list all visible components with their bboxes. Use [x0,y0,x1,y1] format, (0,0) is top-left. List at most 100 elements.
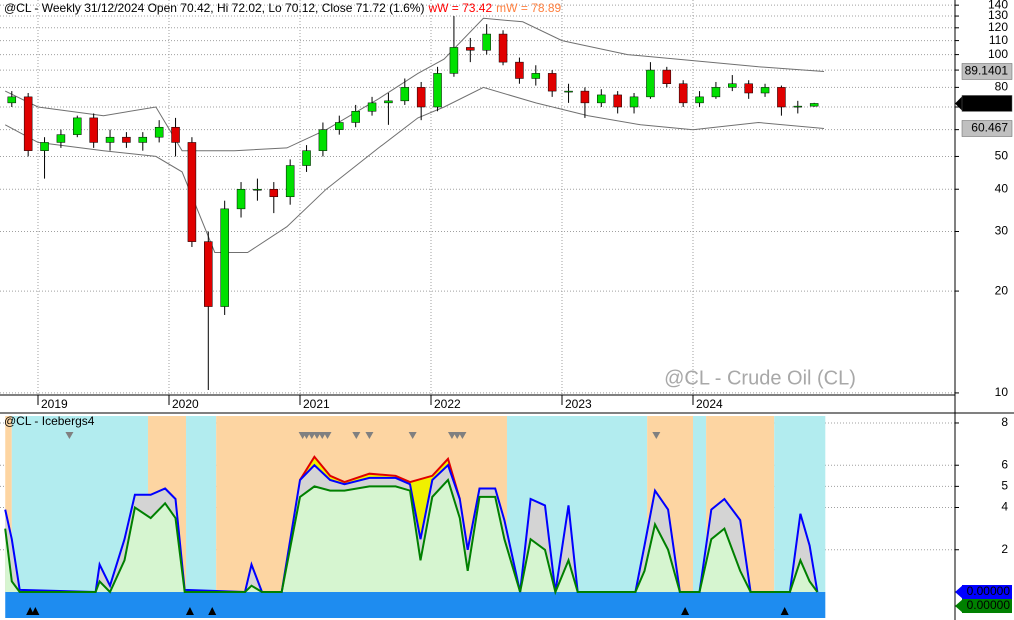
y-tick-label: 20 [995,283,1009,297]
indicator-last-value: 0.00000 [967,584,1011,598]
x-tick-label: 2020 [172,397,199,411]
zero-band [5,592,826,618]
indicator-area [5,480,818,593]
last-price-pointer [955,95,963,112]
last-price: 71.72 [978,96,1008,110]
candle-body [138,136,148,143]
watermark: @CL - Crude Oil (CL) [664,367,856,389]
candle-body [580,90,590,104]
candle-body [728,83,737,88]
annotation: wW = 73.42 [427,1,492,15]
down-marker [352,432,361,439]
down-marker [302,432,311,439]
y-tick-label: 120 [988,20,1008,34]
candle-body [646,69,655,98]
candle-body [498,33,508,63]
title-text: @CL - Weekly 31/12/2024 Open 70.42, Hi 7… [4,1,424,15]
candle-body [318,129,328,151]
candle-body [335,122,344,130]
candle-body [285,165,295,198]
candle-body [302,150,311,166]
down-marker [65,432,74,439]
candle-body [400,87,410,102]
candle-body [154,126,164,138]
panel-title: @CL - Icebergs4 [4,414,95,428]
y-tick-label: 2 [1001,542,1008,556]
candle-body [187,142,197,242]
y-tick-label: 40 [995,181,1009,195]
candle-body [171,126,180,143]
candle-body [613,94,622,108]
x-tick-label: 2019 [41,397,68,411]
indicator-last-box [962,599,1012,614]
signal-region [186,416,217,593]
down-marker [318,432,327,439]
y-tick-label: 30 [995,224,1009,238]
y-tick-label: 80 [995,80,1009,94]
x-tick-label: 2022 [434,397,461,411]
candle-body [777,87,786,108]
down-marker [307,432,316,439]
down-marker [458,432,467,439]
candle-body [73,117,82,135]
candle-body [204,241,213,307]
candle-body [482,33,491,51]
candle-body [564,90,573,93]
chart-title: @CL - Weekly 31/12/2024 Open 70.42, Hi 7… [4,1,562,15]
down-marker [323,432,332,439]
indicator-line [4,478,819,596]
candle-body [7,96,17,104]
envelope-line [4,86,825,253]
candle-body [449,47,459,74]
up-marker [208,607,217,615]
candle-body [253,188,262,191]
candle-body [40,142,49,151]
y-tick-label: 8 [1001,415,1008,429]
y-tick-label: 5 [1001,479,1008,493]
up-marker [185,607,194,615]
y-tick-label: 130 [988,8,1008,22]
up-marker [681,607,690,615]
candle-body [760,87,770,94]
candle-body [367,102,377,112]
candle-body [416,87,426,108]
candle-body [384,100,393,104]
candle-body [23,96,33,151]
annotation: mW = 78.89 [496,1,561,15]
candle-body [809,103,819,107]
x-tick-label: 2024 [696,397,723,411]
signal-region [5,416,12,593]
down-marker [652,432,661,439]
indicator-last-pointer [955,585,963,600]
x-tick-label: 2021 [303,397,330,411]
y-tick-label: 6 [1001,457,1008,471]
candle-body [433,73,442,108]
indicator-line [299,455,461,500]
y-tick-label: 4 [1001,500,1008,514]
last-price-box [961,95,1013,112]
band-last-value-box [961,63,1013,80]
indicator-last-pointer [955,599,963,614]
up-marker [26,607,35,615]
indicator-last-value: 0.00000 [967,598,1011,612]
up-marker [31,607,40,615]
candle-body [105,136,115,143]
down-marker [453,432,462,439]
candle-body [744,83,753,94]
signal-region [692,416,707,593]
down-marker [365,432,374,439]
candle-body [695,96,704,104]
down-marker [408,432,417,439]
y-tick-label: 110 [989,33,1008,47]
y-tick-label: 50 [995,149,1009,163]
candle-body [597,94,606,104]
y-tick-label: 100 [988,47,1008,61]
indicator-last-box [962,585,1012,600]
price-panel: 1020304050607080901001101201301402019202… [0,0,1013,411]
band-last-value: 60.467 [971,121,1008,135]
band-last-value-box [961,120,1013,137]
candle-body [89,117,98,143]
y-tick-label: 10 [995,385,1009,399]
